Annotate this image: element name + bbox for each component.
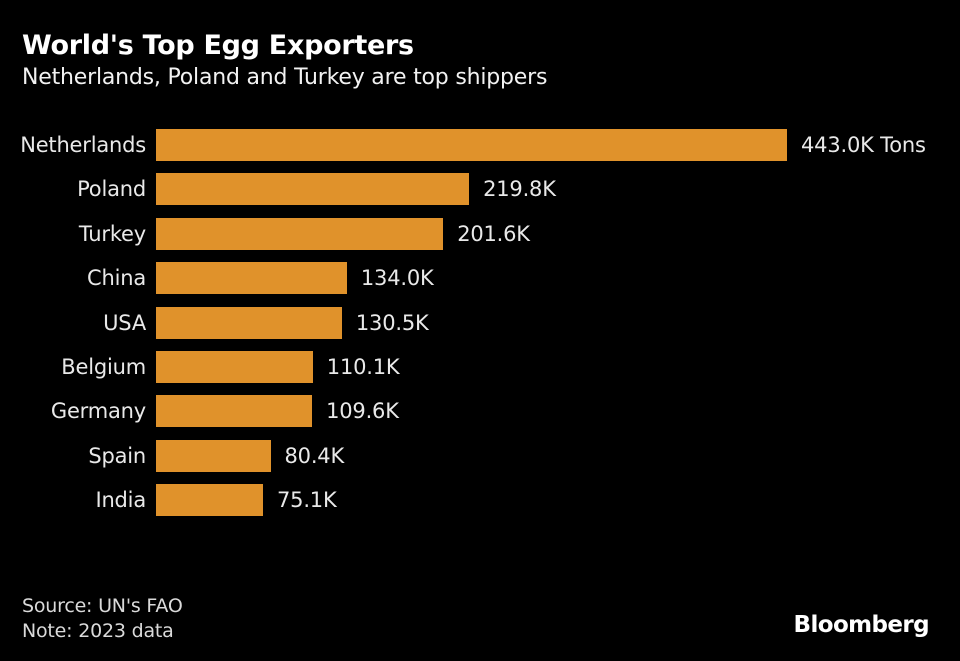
source-text: Source: UN's FAO [22,595,183,617]
category-label: Netherlands [20,133,146,157]
page-subtitle: Netherlands, Poland and Turkey are top s… [22,65,548,90]
bar [156,173,470,206]
category-label: Germany [50,399,146,424]
category-label: India [95,488,146,513]
bar [156,395,313,428]
bar-row: Netherlands 443.0K Tons [0,129,960,161]
bar [156,484,263,517]
value-label: 443.0K Tons [801,133,926,157]
bar [156,439,271,472]
category-label: China [87,266,146,291]
bar [156,262,347,295]
bar-row: Germany 109.6K [0,395,960,428]
value-label: 130.5K [355,310,429,335]
value-label: 80.4K [284,443,345,468]
category-label: Belgium [61,354,146,379]
bar-row: Belgium 110.1K [0,350,960,383]
bar-row: India 75.1K [0,484,960,517]
bar-row: Spain 80.4K [0,439,960,472]
value-label: 109.6K [326,399,399,424]
value-label: 134.0K [360,266,434,291]
page-title: World's Top Egg Exporters [22,30,414,61]
value-label: 219.8K [483,177,556,202]
bar-rows: Netherlands 443.0K Tons Poland 219.8K Tu… [0,129,960,517]
value-label: 75.1K [277,488,337,513]
bar-row: Poland 219.8K [0,173,960,206]
bar [156,306,342,339]
bar [156,129,787,161]
bar-row: Turkey 201.6K [0,217,960,250]
bar-row: USA 130.5K [0,306,960,339]
category-label: Poland [77,177,146,202]
value-label: 201.6K [457,221,530,246]
bar-row: China 134.0K [0,262,960,295]
bar [156,217,444,250]
note-text: Note: 2023 data [22,619,174,642]
category-label: Spain [88,443,146,468]
bar [156,350,313,383]
category-label: USA [103,310,146,335]
category-label: Turkey [78,221,146,246]
footer-notes: Source: UN's FAO Note: 2023 data [22,594,183,643]
bloomberg-logo: Bloomberg [793,612,930,638]
value-label: 110.1K [326,354,400,379]
